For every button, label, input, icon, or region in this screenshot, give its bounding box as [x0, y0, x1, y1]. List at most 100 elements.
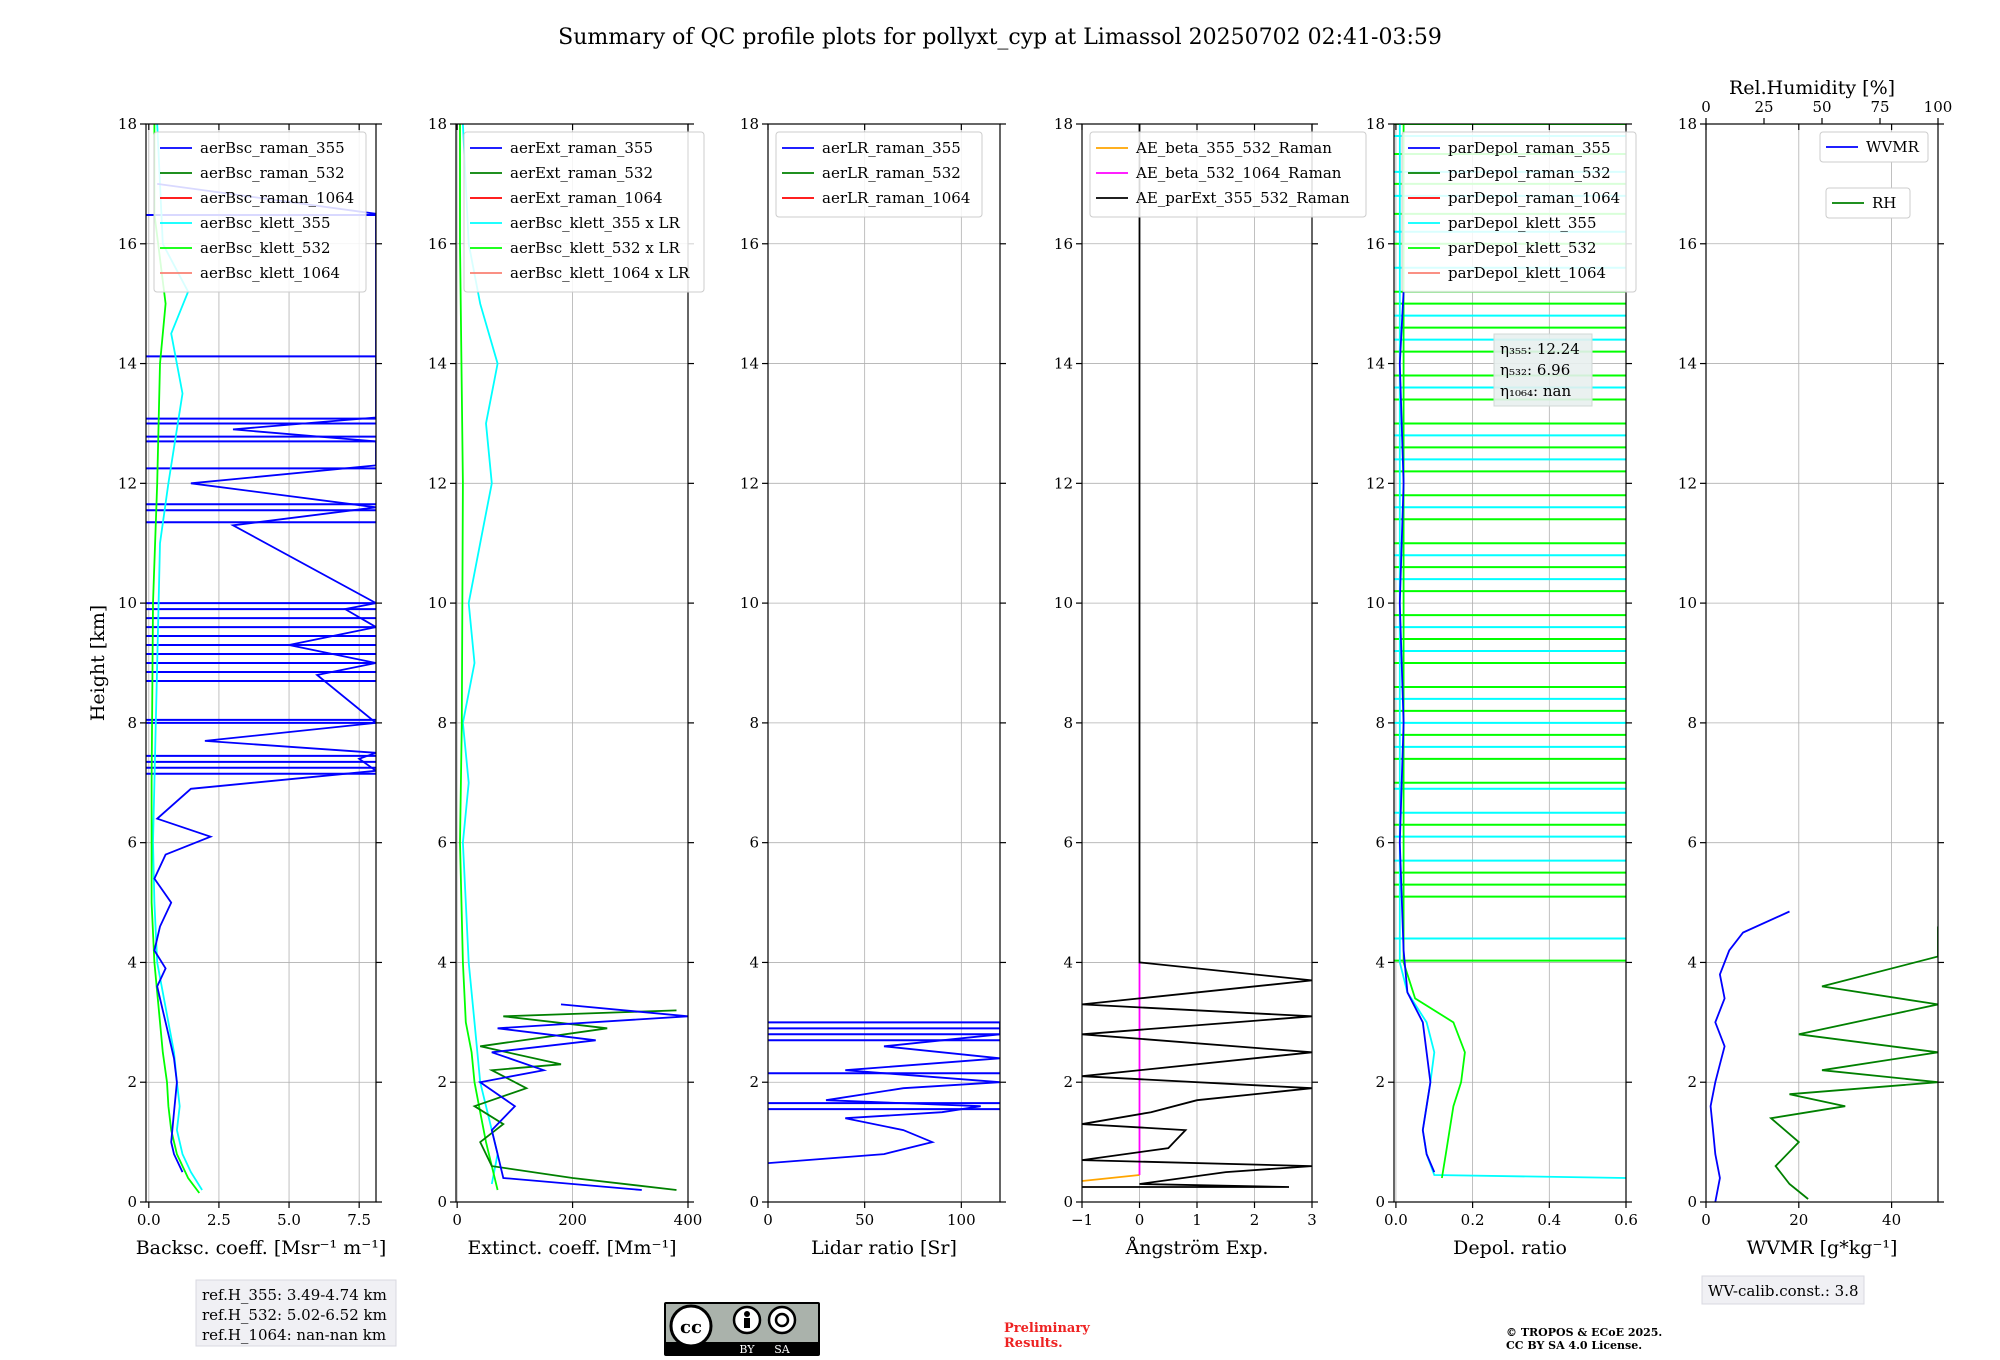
- series-aerBsc_klett_355 x LR: [461, 124, 499, 1185]
- wv-calib-box: WV-calib.const.: 3.8: [1701, 1275, 1865, 1305]
- legend-entry: aerExt_raman_1064: [510, 189, 663, 207]
- legend-entry: aerBsc_raman_355: [200, 139, 345, 157]
- legend-entry: RH: [1872, 194, 1896, 212]
- panel-bsc: 0 2 4 6 8 10 12 14 16 18 0.0 2.5 5.0 7.5 Backsc. coeff…: [87, 115, 386, 1259]
- legend-entry: AE_beta_355_532_Raman: [1135, 139, 1332, 157]
- legend-entry: WVMR: [1866, 138, 1920, 156]
- y-tick-label: 12: [740, 474, 759, 492]
- x-axis-label: Backsc. coeff. [Msr⁻¹ m⁻¹]: [136, 1237, 387, 1259]
- legend-entry: aerExt_raman_355: [510, 139, 653, 157]
- y-tick-label: 18: [740, 115, 759, 133]
- legend-entry: AE_parExt_355_532_Raman: [1135, 189, 1350, 207]
- series-aerExt_raman_355: [477, 1003, 688, 1191]
- x-tick-label: 0: [763, 1211, 773, 1229]
- y-tick-label: 16: [1678, 235, 1697, 253]
- y-tick-label: 4: [437, 953, 447, 971]
- y-tick-label: 0: [127, 1193, 137, 1211]
- x-tick-label: 20: [1789, 1211, 1808, 1229]
- y-tick-label: 16: [740, 235, 759, 253]
- y-tick-label: 0: [1063, 1193, 1073, 1211]
- y-tick-label: 6: [1063, 834, 1073, 852]
- x-axis-label: Ångström Exp.: [1125, 1237, 1269, 1259]
- top-x-axis-label: Rel.Humidity [%]: [1729, 77, 1895, 99]
- refh-1064: ref.H_1064: nan-nan km: [202, 1326, 386, 1344]
- legend-box: [1825, 187, 1911, 219]
- x-tick-label: 0.6: [1614, 1211, 1638, 1229]
- cc-by-label: BY: [739, 1343, 755, 1356]
- y-tick-label: 14: [1678, 355, 1697, 373]
- x-tick-label: 2.5: [207, 1211, 231, 1229]
- y-tick-label: 8: [1375, 714, 1385, 732]
- series-WVMR: [1709, 910, 1790, 1202]
- legend-entry: aerBsc_klett_355 x LR: [510, 214, 681, 232]
- series-aerLR_raman_355: [768, 1022, 1000, 1164]
- top-x-tick-label: 0: [1701, 98, 1711, 116]
- x-tick-label: 40: [1882, 1211, 1901, 1229]
- axes-frame: [145, 123, 377, 1203]
- x-tick-label: 3: [1307, 1211, 1317, 1229]
- y-tick-label: 12: [1054, 474, 1073, 492]
- legend-entry: aerExt_raman_532: [510, 164, 653, 182]
- y-tick-label: 10: [740, 594, 759, 612]
- top-x-tick-label: 75: [1870, 98, 1889, 116]
- y-tick-label: 12: [118, 474, 137, 492]
- y-axis-label: Height [km]: [87, 605, 109, 721]
- y-tick-label: 2: [1375, 1073, 1385, 1091]
- legend-entry: aerBsc_raman_532: [200, 164, 345, 182]
- eta-annotation: η₁₀₆₄: nan: [1500, 382, 1571, 400]
- legend-entry: AE_beta_532_1064_Raman: [1135, 164, 1342, 182]
- legend-entry: aerBsc_klett_1064 x LR: [510, 264, 690, 282]
- y-tick-label: 6: [1375, 834, 1385, 852]
- y-tick-label: 14: [740, 355, 759, 373]
- y-tick-label: 4: [749, 953, 759, 971]
- x-tick-label: 2: [1250, 1211, 1260, 1229]
- y-tick-label: 8: [749, 714, 759, 732]
- legend-entry: parDepol_raman_355: [1448, 139, 1611, 157]
- x-axis-label: Lidar ratio [Sr]: [811, 1237, 957, 1259]
- axes-frame: [1393, 123, 1627, 1203]
- y-tick-label: 18: [428, 115, 447, 133]
- copyright-line-1: © TROPOS & ECoE 2025.: [1506, 1326, 1662, 1339]
- reference-height-box: ref.H_355: 3.49-4.74 km ref.H_532: 5.02-…: [195, 1279, 397, 1347]
- x-tick-label: 100: [947, 1211, 976, 1229]
- panel-depol: 0 2 4 6 8 10 12 14 16 18 0.0 0.2 0.4 0.6 Depol. ratio p…: [1366, 115, 1638, 1259]
- series-aerBsc_klett_355: [152, 124, 203, 1191]
- preliminary-line-1: Preliminary: [1004, 1321, 1090, 1336]
- legend-box: [1089, 131, 1367, 218]
- series-aerBsc_raman_355: [153, 183, 376, 1173]
- x-tick-label: 0: [1701, 1211, 1711, 1229]
- x-axis-label: Depol. ratio: [1453, 1237, 1567, 1259]
- y-tick-label: 18: [1678, 115, 1697, 133]
- x-axis-label: WVMR [g*kg⁻¹]: [1747, 1237, 1898, 1259]
- svg-text:cc: cc: [680, 1317, 702, 1338]
- legend-entry: parDepol_raman_1064: [1448, 189, 1620, 207]
- legend-entry: aerBsc_klett_1064: [200, 264, 340, 282]
- y-tick-label: 18: [1054, 115, 1073, 133]
- y-tick-label: 6: [1687, 834, 1697, 852]
- series-aerBsc_klett_532 x LR: [459, 124, 499, 1191]
- y-tick-label: 8: [1063, 714, 1073, 732]
- top-x-tick-label: 50: [1812, 98, 1831, 116]
- legend-entry: aerBsc_klett_355: [200, 214, 331, 232]
- x-tick-label: 0.0: [137, 1211, 161, 1229]
- axes-frame: [767, 123, 1001, 1203]
- y-tick-label: 10: [428, 594, 447, 612]
- legend-entry: parDepol_klett_532: [1448, 239, 1597, 257]
- x-tick-label: 0.4: [1537, 1211, 1561, 1229]
- x-tick-label: 400: [674, 1211, 703, 1229]
- legend-entry: parDepol_klett_1064: [1448, 264, 1606, 282]
- y-tick-label: 2: [127, 1073, 137, 1091]
- eta-box: [1493, 333, 1593, 407]
- y-tick-label: 6: [437, 834, 447, 852]
- y-tick-label: 0: [749, 1193, 759, 1211]
- y-tick-label: 12: [1678, 474, 1697, 492]
- legend-box: [1819, 131, 1929, 163]
- legend-box: [463, 131, 705, 293]
- panel-ext: 0 2 4 6 8 10 12 14 16 18 0 200 400 Extinct. coeff. [M…: [428, 115, 705, 1259]
- refh-355: ref.H_355: 3.49-4.74 km: [202, 1286, 387, 1304]
- series-parDepol_raman_355: [1398, 291, 1436, 1173]
- y-tick-label: 16: [118, 235, 137, 253]
- y-tick-label: 8: [437, 714, 447, 732]
